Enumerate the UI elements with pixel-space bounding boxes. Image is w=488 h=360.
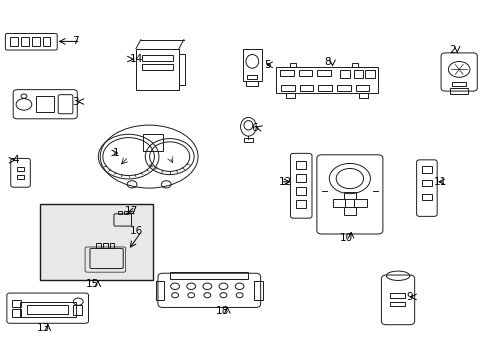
Bar <box>17 167 24 171</box>
Bar <box>17 175 24 179</box>
Text: 10: 10 <box>339 233 352 243</box>
Text: 4: 4 <box>12 155 19 165</box>
Bar <box>242 49 262 81</box>
Bar <box>109 243 114 248</box>
Bar <box>40 204 152 280</box>
Bar <box>351 63 357 67</box>
Bar <box>389 302 404 306</box>
Bar <box>12 300 20 307</box>
Text: 17: 17 <box>124 206 138 216</box>
Bar <box>10 37 18 46</box>
Bar <box>355 85 368 91</box>
Text: 8: 8 <box>324 57 330 67</box>
Bar <box>421 180 431 186</box>
Bar <box>343 192 355 199</box>
Bar <box>421 166 431 173</box>
Bar <box>118 211 122 214</box>
Bar <box>155 281 164 300</box>
Bar <box>365 70 374 78</box>
Bar <box>298 70 312 76</box>
Bar <box>96 243 101 248</box>
Text: 6: 6 <box>250 123 257 133</box>
Bar <box>21 37 29 46</box>
Text: 18: 18 <box>215 306 229 316</box>
Bar <box>296 200 305 208</box>
Bar <box>421 194 431 200</box>
Bar <box>243 138 253 142</box>
Text: 12: 12 <box>278 177 292 187</box>
Bar <box>32 37 40 46</box>
Text: 14: 14 <box>129 54 142 64</box>
Bar <box>332 199 345 207</box>
Text: 3: 3 <box>72 96 79 107</box>
Bar <box>449 88 468 94</box>
Bar <box>296 174 305 182</box>
Bar <box>281 85 294 91</box>
Bar <box>27 305 68 314</box>
Bar <box>136 49 179 90</box>
Bar <box>343 207 355 215</box>
Bar <box>353 199 366 207</box>
Bar <box>318 85 331 91</box>
Bar <box>296 187 305 195</box>
Text: 1: 1 <box>113 148 120 158</box>
Text: 7: 7 <box>72 36 79 46</box>
Bar <box>299 85 313 91</box>
Bar <box>359 93 367 98</box>
Bar <box>339 70 349 78</box>
Bar <box>280 70 293 76</box>
Bar <box>12 309 20 317</box>
Bar <box>389 293 404 298</box>
Text: 16: 16 <box>130 226 143 236</box>
Text: 5: 5 <box>264 60 271 70</box>
Bar <box>142 64 173 70</box>
Bar <box>289 63 295 67</box>
Bar <box>451 82 465 86</box>
Bar <box>143 134 163 151</box>
Bar <box>317 70 330 76</box>
Bar <box>246 81 258 86</box>
Bar <box>124 211 128 214</box>
Bar <box>73 305 81 315</box>
Text: 13: 13 <box>36 323 50 333</box>
Text: 15: 15 <box>86 279 100 289</box>
Text: 2: 2 <box>448 45 455 55</box>
Bar <box>42 37 50 46</box>
Bar <box>170 272 248 279</box>
Bar <box>247 75 257 79</box>
Bar <box>36 96 54 112</box>
Bar <box>179 54 184 85</box>
Bar <box>20 302 76 317</box>
Bar <box>142 55 173 61</box>
Bar <box>285 93 294 98</box>
Text: 9: 9 <box>406 292 412 302</box>
Bar <box>254 281 263 300</box>
Bar <box>296 161 305 169</box>
Bar <box>353 70 363 78</box>
Text: 11: 11 <box>432 177 446 187</box>
Bar <box>102 243 107 248</box>
Bar <box>276 67 377 93</box>
Bar <box>336 85 350 91</box>
